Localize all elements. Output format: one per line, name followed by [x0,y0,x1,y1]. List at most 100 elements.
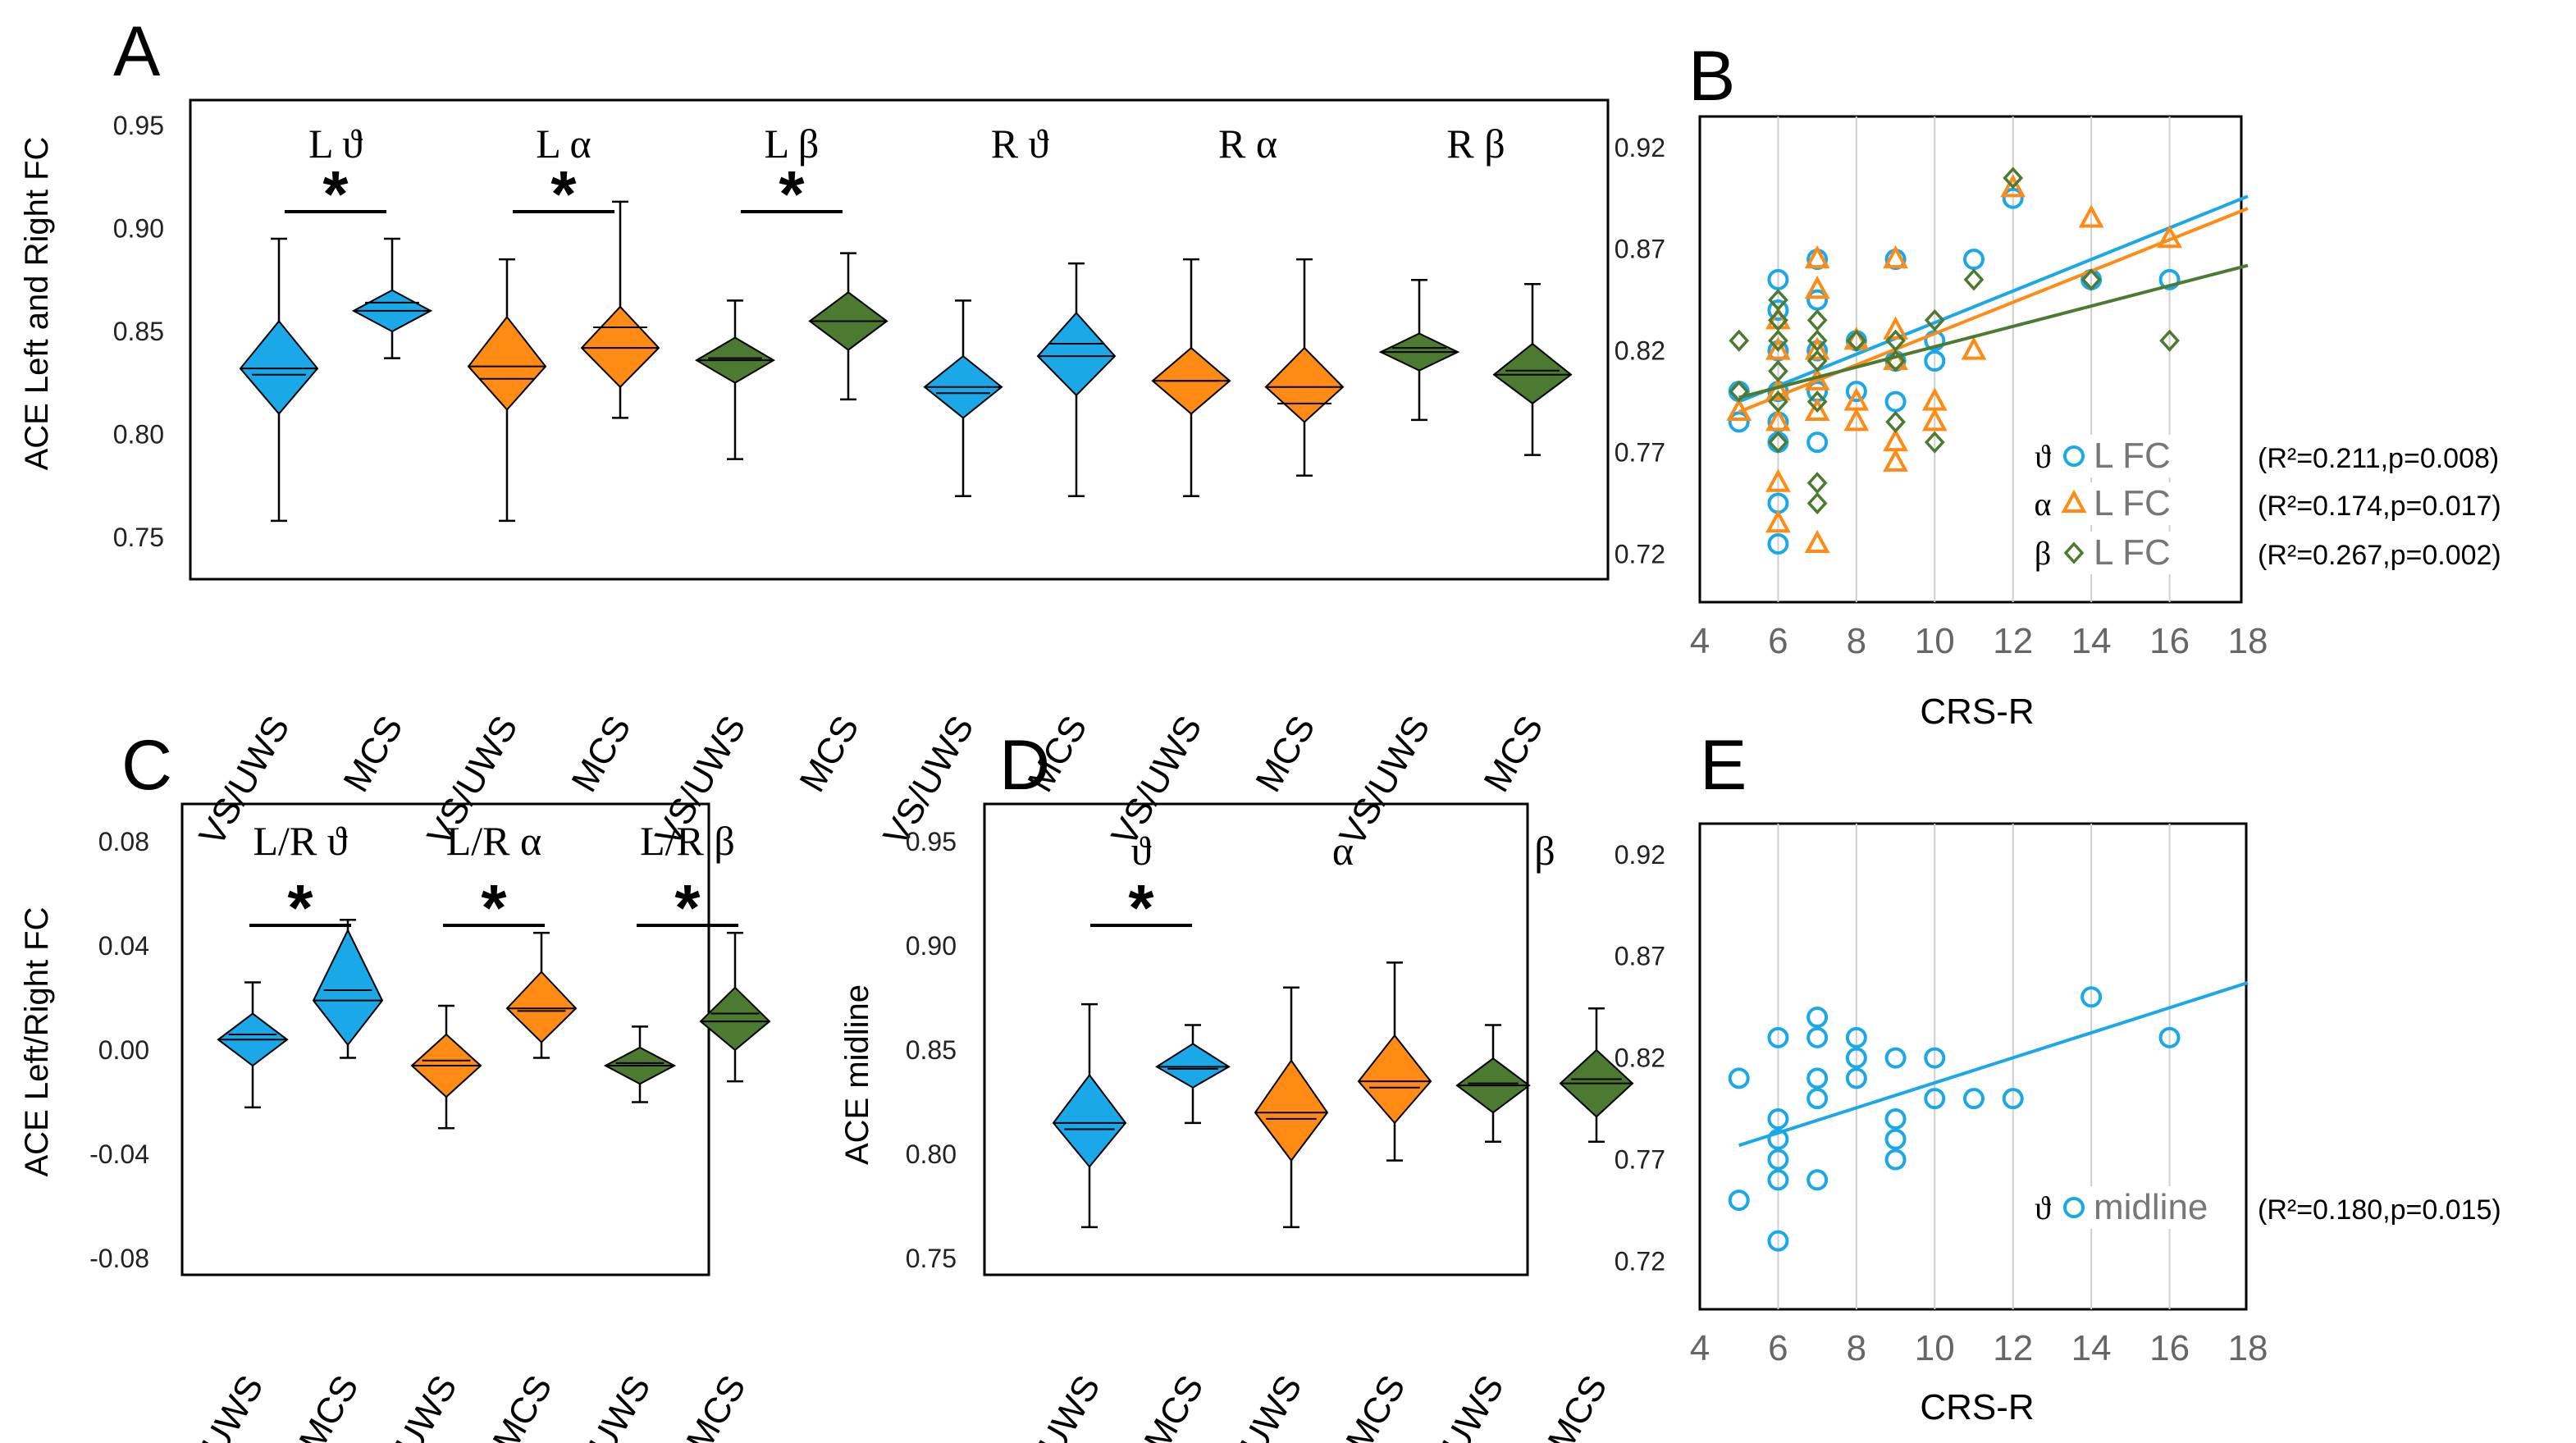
group-label: R β [1446,121,1505,167]
y-tick-label: 0.87 [1615,942,1665,971]
group-label: ϑ [1131,828,1152,874]
scatter-point [1804,244,1830,269]
panel-a-label: A [113,12,161,91]
mean-diamond [580,305,660,389]
scatter-point [2063,541,2085,564]
y-tick-label: 0.82 [1615,1043,1665,1073]
legend-stat: (R²=0.267,p=0.002) [2258,540,2501,571]
y-tick-label: -0.08 [89,1244,149,1273]
scatter-point [2158,1026,2181,1048]
panel-d-frame [983,802,1529,1276]
scatter-point [1767,1107,1789,1130]
mean-diamond [699,986,771,1052]
scatter-point [1884,1148,1907,1171]
category-label: VS/UWS [359,1369,464,1443]
panel-e: E 4 6 8 10 12 14 16 18 0.92 0.87 0.82 0.77 0.72 ϑ midl… [1615,726,2501,1427]
panel-e-xlabel: CRS-R [1920,1387,2034,1427]
y-tick-label: 0.92 [1615,133,1665,162]
scatter-point [2158,268,2181,290]
mean-diamond [505,970,578,1043]
scatter-point [1924,1047,1946,1069]
legend-label: L FC [2094,483,2171,523]
scatter-point [1806,1026,1829,1048]
legend-background [2026,1186,2231,1229]
scatter-point [1806,1067,1829,1089]
category-label: MCS [336,710,410,799]
x-tick-label: 14 [2071,621,2112,661]
mean-diamond [1357,1034,1432,1125]
scatter-point [2080,268,2102,291]
y-tick-label: 0.95 [906,827,957,856]
category-label: MCS [485,1369,560,1443]
panel-c-ylabel: ACE Left/Right FC [19,906,55,1176]
scatter-point [1768,431,1788,454]
fit-line [1738,263,2249,400]
scatter-point [1843,408,1870,432]
y-tick-label: 0.75 [906,1244,957,1273]
scatter-point [1806,349,1828,372]
scatter-point [1806,1169,1829,1191]
scatter-point [1806,289,1829,311]
legend-label: midline [2094,1187,2208,1227]
y-tick-label: 0.82 [1615,336,1665,366]
x-tick-label: 6 [1768,621,1788,661]
category-label: MCS [1540,1369,1615,1443]
y-tick-label: 0.90 [113,214,164,244]
category-label: MCS [1476,710,1551,799]
legend-label: L FC [2094,532,2171,573]
legend-symbol: α [2035,486,2052,523]
panel-b-xlabel: CRS-R [1920,692,2034,732]
significance-star: * [550,158,577,231]
scatter-point [1806,472,1828,495]
scatter-point [1885,329,1906,352]
scatter-point [1804,397,1830,421]
category-label: VS/UWS [165,1369,271,1443]
scatter-point [1767,1128,1789,1150]
scatter-point [1767,1230,1789,1252]
y-tick-label: 0.00 [98,1035,149,1065]
scatter-point [1804,529,1830,554]
panel-b-frame [1698,115,2243,604]
scatter-point [2000,174,2026,198]
category-label: MCS [1338,1369,1413,1443]
scatter-point [1846,329,1867,352]
mean-diamond [1036,311,1117,397]
category-label: MCS [291,1369,366,1443]
panel-d-ylabel: ACE midline [839,984,875,1165]
legend-stat: (R²=0.174,p=0.017) [2258,491,2501,522]
x-tick-label: 18 [2228,621,2268,661]
category-label: VS/UWS [1405,1369,1511,1443]
scatter-point [1921,408,1948,432]
scatter-point [1806,1007,1829,1029]
scatter-point [1806,1088,1829,1110]
scatter-point [2078,204,2104,228]
x-tick-label: 4 [1690,621,1710,661]
scatter-point [2063,1197,2085,1218]
y-tick-label: 0.92 [1615,840,1665,870]
fit-line [1738,194,2249,404]
scatter-point [1806,329,1828,352]
scatter-point [1924,308,1945,332]
scatter-point [1806,491,1828,515]
legend-stat: (R²=0.180,p=0.015) [2258,1194,2501,1226]
mean-diamond [312,928,384,1047]
significance-star: * [674,871,701,944]
y-tick-label: 0.72 [1615,1246,1665,1276]
scatter-point [1963,249,1985,271]
fit-line [1738,981,2249,1148]
category-label: MCS [792,710,866,799]
scatter-point [1885,410,1906,433]
scatter-point [1767,1169,1789,1191]
scatter-point [1884,1047,1907,1069]
category-label: MCS [564,710,638,799]
fit-line [1738,207,2249,413]
y-tick-label: 0.80 [113,420,164,450]
legend-background [2026,435,2231,477]
group-label: L α [536,121,591,167]
scatter-point [2080,986,2103,1008]
panel-b: B 4 6 8 10 12 14 16 18 0.92 0.87 0.82 0.77 0.72 ϑ L FC… [1615,37,2501,732]
legend-symbol: β [2035,535,2051,572]
